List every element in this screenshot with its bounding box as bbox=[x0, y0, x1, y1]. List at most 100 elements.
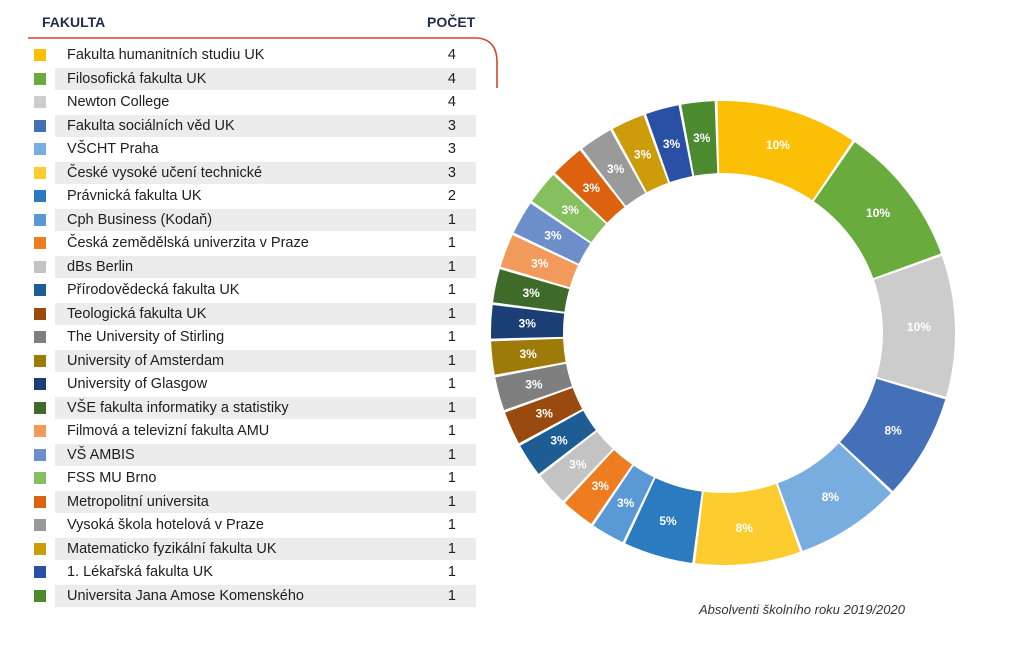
slice-label: 3% bbox=[519, 316, 537, 330]
table-row: VŠE fakulta informatiky a statistiky 1 bbox=[28, 396, 476, 421]
table-row: University of Glasgow 1 bbox=[28, 373, 476, 397]
legend-swatch bbox=[34, 354, 46, 367]
legend-swatch bbox=[34, 143, 46, 155]
donut-chart: 10%10%10%8%8%8%5%3%3%3%3%3%3%3%3%3%3%3%3… bbox=[491, 101, 955, 565]
row-band bbox=[55, 396, 476, 419]
faculty-name: Cph Business (Kodaň) bbox=[67, 211, 213, 228]
donut-slice bbox=[500, 235, 578, 288]
donut-slice bbox=[612, 115, 669, 193]
donut-slice bbox=[555, 150, 625, 223]
row-band bbox=[55, 443, 476, 466]
slice-label: 8% bbox=[884, 423, 902, 437]
legend-swatch bbox=[34, 190, 46, 202]
row-band bbox=[55, 537, 476, 560]
legend-swatch bbox=[34, 331, 46, 343]
faculty-count: 1 bbox=[447, 470, 456, 486]
donut-slice bbox=[813, 142, 941, 279]
slice-label: 8% bbox=[736, 521, 754, 535]
faculty-name: VŠCHT Praha bbox=[67, 141, 159, 157]
row-band bbox=[55, 420, 476, 442]
table-row: Fakulta sociálních věd UK 3 bbox=[28, 114, 476, 139]
table-row: Právnická fakulta UK 2 bbox=[28, 185, 476, 209]
legend-swatch bbox=[34, 166, 46, 179]
slice-label: 3% bbox=[536, 406, 554, 420]
legend-swatch bbox=[34, 566, 46, 578]
faculty-name: University of Amsterdam bbox=[67, 352, 225, 369]
faculty-name: VŠ AMBIS bbox=[67, 446, 135, 463]
faculty-name: Universita Jana Amose Komenského bbox=[67, 587, 304, 604]
faculty-count: 4 bbox=[447, 94, 456, 110]
legend-swatch bbox=[34, 72, 46, 85]
faculty-count: 4 bbox=[447, 47, 456, 63]
faculty-count: 1 bbox=[447, 540, 456, 557]
table-row: Filmová a televizní fakulta AMU 1 bbox=[28, 420, 476, 444]
slice-label: 10% bbox=[866, 206, 890, 220]
row-band bbox=[55, 67, 476, 90]
faculty-count: 1 bbox=[447, 258, 456, 275]
legend-swatch bbox=[34, 589, 46, 602]
row-band bbox=[55, 326, 476, 348]
row-band bbox=[55, 514, 476, 536]
slice-label: 3% bbox=[544, 229, 562, 243]
faculty-name: Fakulta humanitních studiu UK bbox=[67, 47, 265, 63]
faculty-count: 3 bbox=[447, 141, 456, 157]
faculty-count: 3 bbox=[447, 164, 456, 181]
chart-caption: Absolventi školního roku 2019/2020 bbox=[699, 602, 905, 617]
legend-swatch bbox=[34, 119, 46, 132]
donut-slice bbox=[694, 483, 800, 565]
legend-swatch bbox=[34, 519, 46, 531]
faculty-name: Metropolitní universita bbox=[67, 493, 209, 510]
table-row: Teologická fakulta UK 1 bbox=[28, 302, 476, 327]
legend-swatch bbox=[34, 237, 46, 249]
table-row: Metropolitní universita 1 bbox=[28, 490, 476, 515]
faculty-count: 1 bbox=[447, 211, 456, 228]
slice-label: 3% bbox=[617, 496, 635, 510]
row-band bbox=[55, 255, 476, 278]
legend-swatch bbox=[34, 542, 46, 555]
faculty-name: 1. Lékařská fakulta UK bbox=[67, 564, 213, 580]
table-row: University of Amsterdam 1 bbox=[28, 349, 476, 374]
faculty-count: 1 bbox=[447, 493, 456, 510]
table-row: The University of Stirling 1 bbox=[28, 326, 476, 350]
table-row: Cph Business (Kodaň) 1 bbox=[28, 208, 476, 233]
slice-label: 10% bbox=[907, 320, 931, 334]
donut-slice bbox=[493, 269, 570, 312]
faculty-name: Vysoká škola hotelová v Praze bbox=[67, 517, 264, 533]
row-band bbox=[55, 279, 476, 301]
faculty-count: 1 bbox=[447, 352, 456, 369]
table-row: Universita Jana Amose Komenského 1 bbox=[28, 584, 476, 609]
row-band bbox=[55, 467, 476, 489]
row-band bbox=[55, 490, 476, 513]
legend-swatch bbox=[34, 472, 46, 484]
faculty-count: 1 bbox=[447, 282, 456, 298]
row-band bbox=[55, 302, 476, 325]
slice-label: 3% bbox=[592, 479, 610, 493]
row-band bbox=[55, 138, 476, 160]
row-band bbox=[55, 584, 476, 607]
donut-slice bbox=[532, 174, 606, 243]
faculty-name: Přírodovědecká fakulta UK bbox=[67, 282, 240, 298]
header-underline bbox=[28, 37, 498, 88]
faculty-table: Fakulta humanitních studiu UK 4 Filosofick… bbox=[28, 44, 476, 608]
slice-label: 3% bbox=[634, 147, 652, 161]
slice-label: 3% bbox=[569, 458, 587, 472]
donut-slice bbox=[646, 105, 693, 183]
donut-slice bbox=[717, 101, 853, 201]
faculty-count: 1 bbox=[447, 329, 456, 345]
row-band bbox=[55, 349, 476, 372]
row-band bbox=[55, 232, 476, 254]
legend-swatch bbox=[34, 96, 46, 108]
row-band bbox=[55, 114, 476, 137]
table-row: Přírodovědecká fakulta UK 1 bbox=[28, 279, 476, 303]
donut-slice bbox=[681, 101, 718, 176]
slice-label: 3% bbox=[562, 203, 580, 217]
donut-slice bbox=[873, 256, 955, 397]
legend-swatch bbox=[34, 284, 46, 296]
legend-swatch bbox=[34, 378, 46, 390]
donut-slice bbox=[564, 450, 633, 524]
legend-swatch bbox=[34, 425, 46, 437]
table-row: České vysoké učení technické 3 bbox=[28, 161, 476, 186]
donut-slice bbox=[491, 304, 565, 339]
faculty-name: Newton College bbox=[67, 94, 170, 110]
faculty-name: FSS MU Brno bbox=[67, 470, 157, 486]
